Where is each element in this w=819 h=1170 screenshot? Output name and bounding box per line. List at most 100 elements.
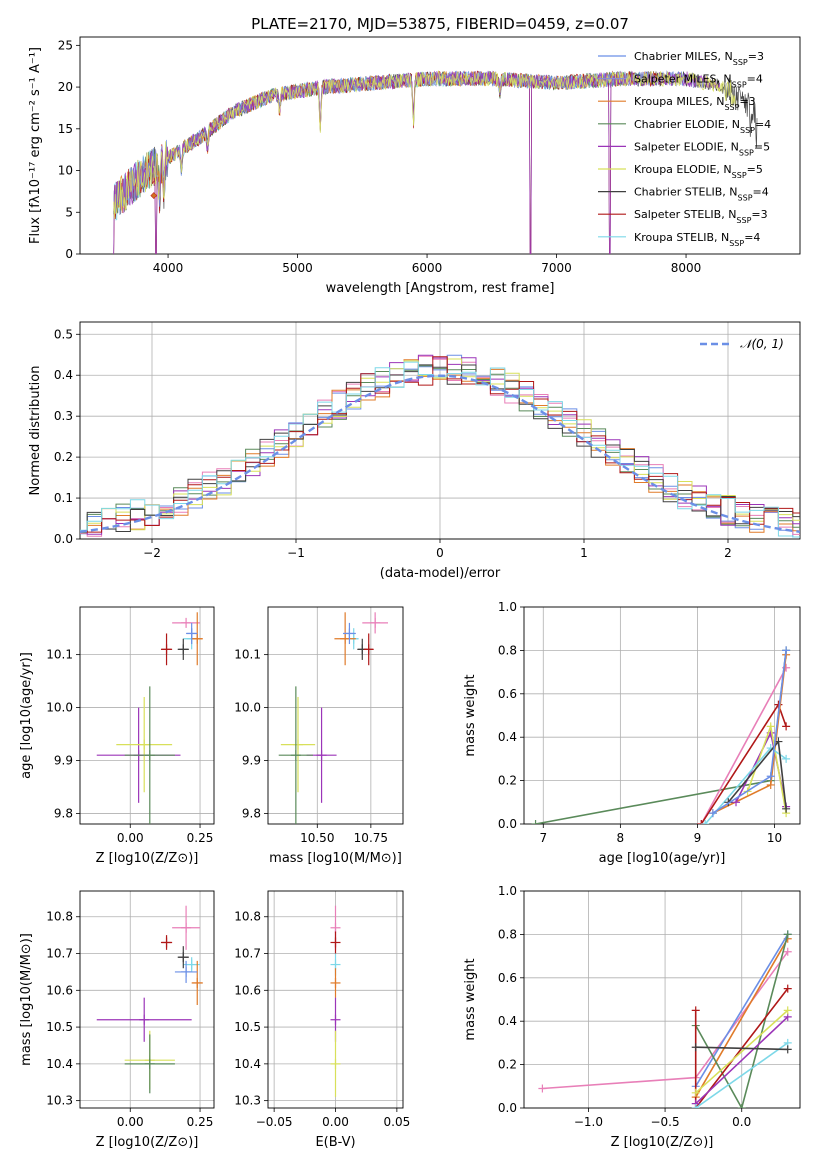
axes-frame <box>79 890 215 1109</box>
series-marker <box>538 1084 547 1093</box>
y-tick-label: 0.0 <box>54 532 73 546</box>
legend-label: Chabrier ELODIE, NSSP=4 <box>634 118 771 135</box>
legend-label-tail: =4 <box>755 118 771 131</box>
plot-area <box>538 930 792 1108</box>
y-tick-label: 10.0 <box>46 701 73 715</box>
plot-area <box>96 612 203 824</box>
x-tick-label: 10 <box>767 831 782 845</box>
legend-label-main: Salpeter MILES, N <box>634 73 732 86</box>
legend-label: Salpeter MILES, NSSP=4 <box>634 73 763 90</box>
axes-frame <box>79 36 801 255</box>
x-tick-label: −0.5 <box>650 1115 679 1129</box>
data-point <box>362 612 388 634</box>
y-tick-label: 10.1 <box>234 648 261 662</box>
y-tick-label: 0.4 <box>498 730 517 744</box>
spectrum-line-kelodie <box>113 69 736 219</box>
histogram-kelodie <box>80 358 800 532</box>
series-marker <box>701 820 710 824</box>
x-tick-label: 0.05 <box>384 1115 411 1129</box>
data-point <box>330 1030 341 1097</box>
x-tick-label: 0.00 <box>117 831 144 845</box>
x-axis-label: age [log10(age/yr)] <box>599 851 726 866</box>
y-tick-label: 0.4 <box>498 1014 517 1028</box>
data-point <box>172 617 201 628</box>
y-tick-label: 10.3 <box>234 1094 261 1108</box>
y-tick-label: 5 <box>65 205 73 219</box>
x-tick-label: 7000 <box>541 261 572 275</box>
data-point <box>177 638 189 660</box>
data-point <box>160 935 173 950</box>
x-tick-label: −2 <box>143 546 161 560</box>
legend-label-main: Salpeter ELODIE, N <box>634 140 739 153</box>
axes-frame <box>523 890 801 1109</box>
series-line-cstelib <box>695 1046 788 1051</box>
series-marker <box>782 804 791 813</box>
series-line-cmiles <box>695 933 789 1087</box>
y-tick-label: 1.0 <box>498 884 517 898</box>
legend-label: Kroupa STELIB, NSSP=4 <box>634 231 760 248</box>
legend-label-main: Chabrier ELODIE, N <box>634 118 740 131</box>
histogram-pink <box>80 355 800 537</box>
spectrum-line-selodie <box>113 70 721 254</box>
x-tick-label: −1 <box>287 546 305 560</box>
x-tick-label: 0.00 <box>117 1115 144 1129</box>
x-tick-label: 0.25 <box>187 831 214 845</box>
y-axis-label: mass weight <box>463 958 478 1040</box>
plot-area <box>80 354 800 538</box>
x-axis-label: Z [log10(Z/Z⊙)] <box>611 1135 714 1150</box>
y-tick-label: 0 <box>65 247 73 261</box>
data-point <box>174 960 198 983</box>
data-point <box>177 946 189 969</box>
series-marker <box>708 809 717 818</box>
series-line-kelodie <box>746 723 787 814</box>
y-tick-label: 10.4 <box>46 1057 73 1071</box>
y-tick-label: 0.6 <box>498 687 517 701</box>
series-line-selodie <box>695 1016 789 1105</box>
series-marker <box>691 1006 700 1015</box>
y-tick-label: 10.6 <box>46 983 73 997</box>
series-marker <box>691 1104 700 1108</box>
x-tick-label: 5000 <box>282 261 313 275</box>
series-line-sstelib <box>694 988 789 1108</box>
x-tick-label: 8 <box>617 831 625 845</box>
legend-label: Chabrier MILES, NSSP=3 <box>634 50 764 67</box>
y-tick-label: 0.2 <box>54 450 73 464</box>
legend-label-tail: =3 <box>751 208 767 221</box>
legend-label-sub: SSP <box>739 148 754 157</box>
x-tick-label: 0 <box>436 546 444 560</box>
x-tick-label: 2 <box>724 546 732 560</box>
data-point <box>343 622 356 645</box>
plot-area <box>96 905 203 1094</box>
spectrum-line-kstelib <box>113 71 627 254</box>
legend-label-sub: SSP <box>733 58 748 67</box>
legend-label-main: Chabrier STELIB, N <box>634 186 738 199</box>
legend-label-main: Salpeter STELIB, N <box>634 208 736 221</box>
data-point <box>330 931 341 954</box>
series-marker <box>691 1088 700 1097</box>
y-axis-label: Normed distribution <box>28 366 43 496</box>
panel-residuals: −2 −1 0 1 2 0.0 0.1 0.2 0.3 0.4 0.5 (data-model)/er… <box>28 321 801 581</box>
axes-frame <box>267 890 404 1109</box>
panel-age-vs-mass: 10.50 10.75 9.8 9.9 10.0 10.1 mass [log10(M/M⊙… <box>234 606 404 866</box>
series-marker <box>531 820 540 824</box>
normal-curve <box>80 374 800 533</box>
series-marker <box>766 780 775 789</box>
legend-label-tail: =5 <box>747 163 763 176</box>
axes-frame <box>79 321 801 540</box>
series-line-celodie <box>695 934 789 1108</box>
y-tick-label: 10.8 <box>46 910 73 924</box>
x-tick-label: 0.0 <box>732 1115 751 1129</box>
x-tick-label: −0.05 <box>256 1115 293 1129</box>
data-point <box>116 696 173 793</box>
legend-label-tail: =3 <box>748 50 764 63</box>
legend-label-sub: SSP <box>729 238 744 247</box>
spectrum-marker <box>150 192 158 200</box>
y-tick-label: 9.8 <box>242 806 261 820</box>
legend-label-tail: =5 <box>754 140 770 153</box>
legend-label: Chabrier STELIB, NSSP=4 <box>634 186 769 203</box>
legend: 𝒩(0, 1) <box>700 337 784 351</box>
legend-label-tail: =4 <box>753 186 769 199</box>
legend-label-sub: SSP <box>724 103 739 112</box>
y-axis-label: Flux [fλ10⁻¹⁷ erg cm⁻² s⁻¹ A⁻¹] <box>28 47 43 244</box>
